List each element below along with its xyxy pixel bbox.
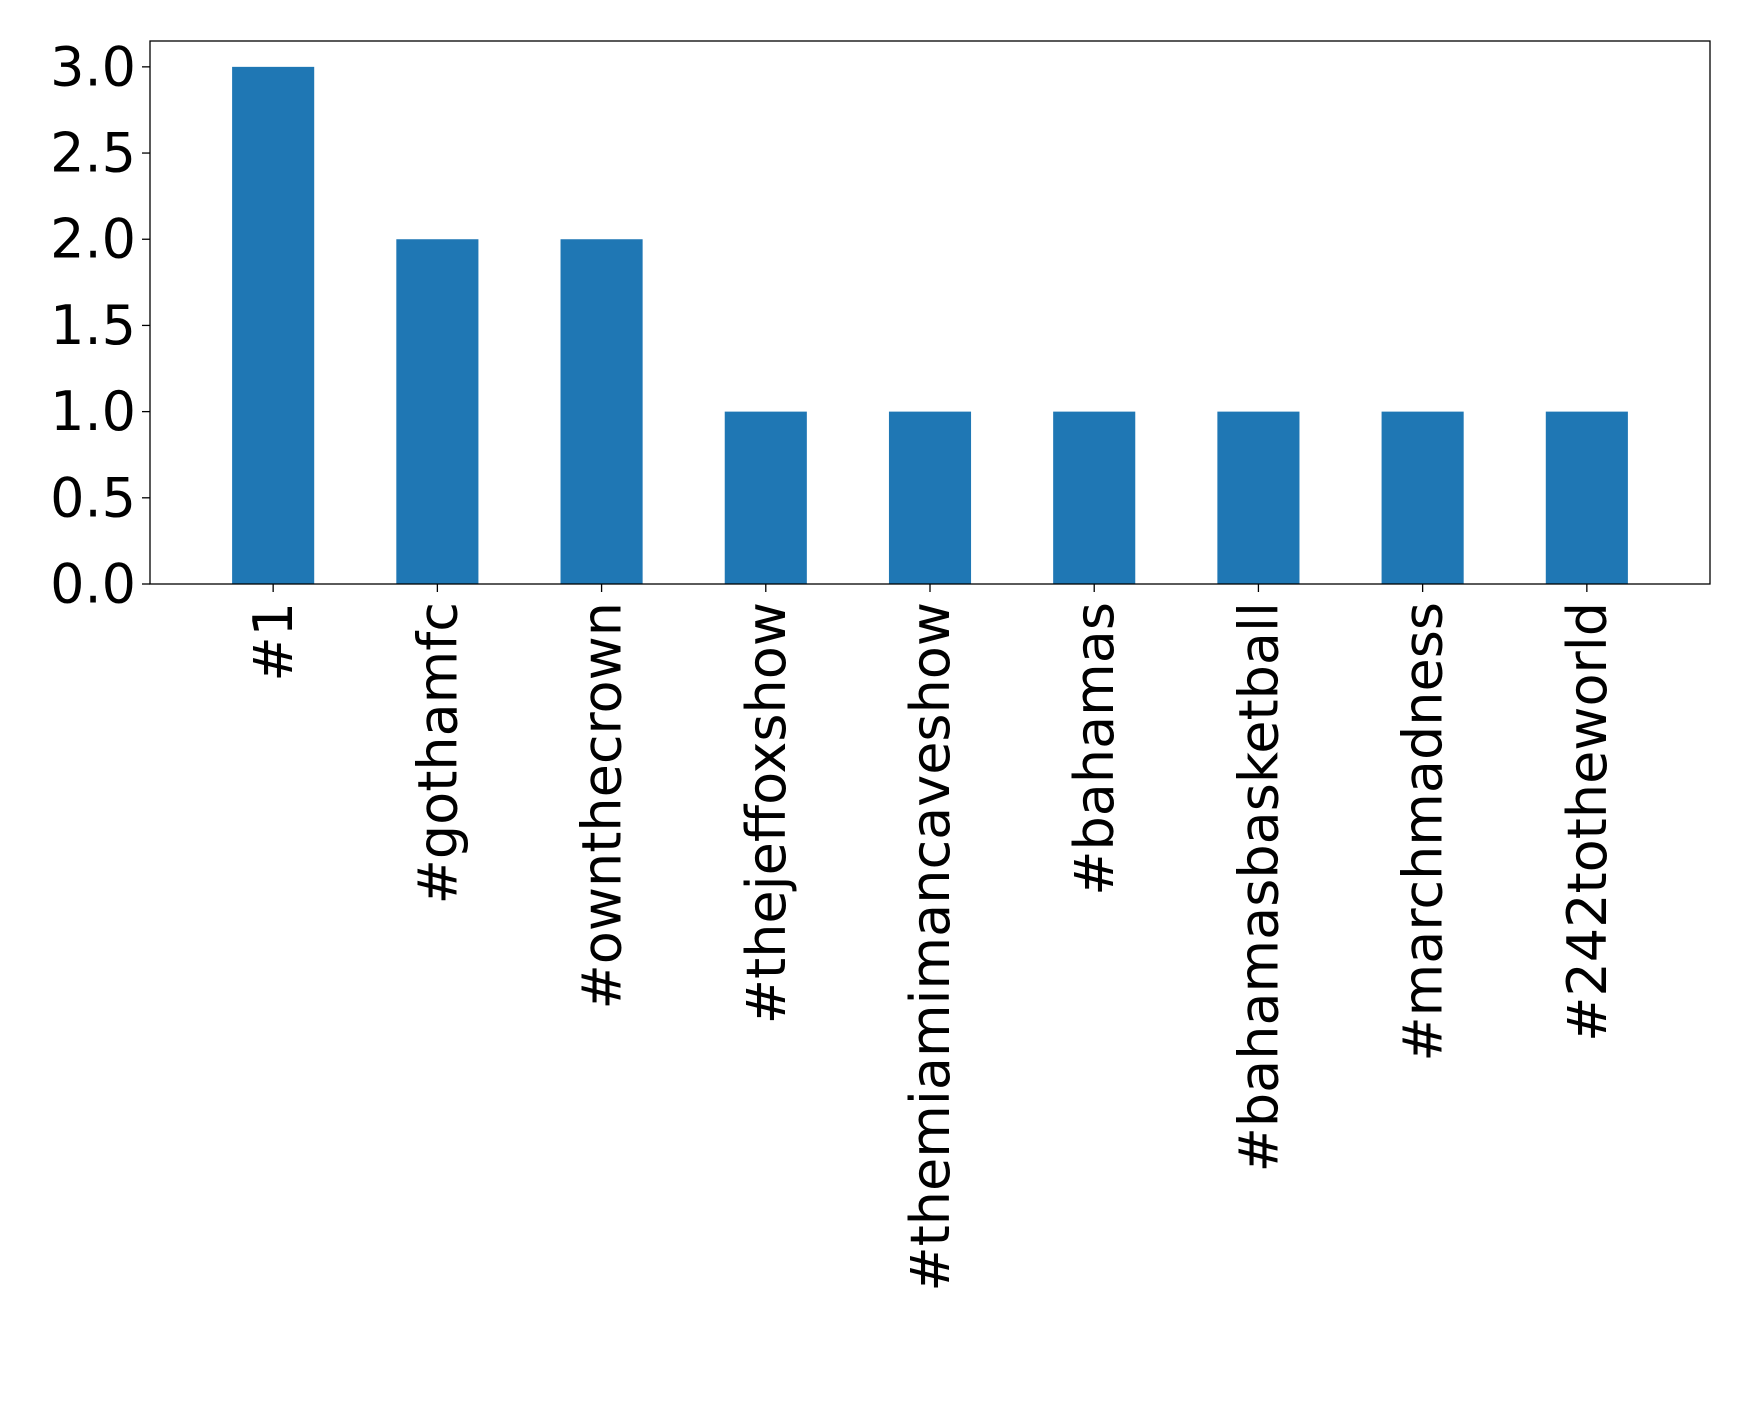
bar-3 [724, 411, 807, 584]
x-tick-label-8: #242totheworld [1556, 602, 1619, 1042]
x-tick-label-7: #marchmadness [1392, 602, 1455, 1062]
y-tick-label-1: 0.5 [50, 466, 136, 529]
bar-7 [1381, 411, 1464, 584]
y-axis-ticks: 0.0 0.5 1.0 1.5 2.0 2.5 3.0 [50, 35, 150, 616]
y-tick-label-4: 2.0 [50, 208, 136, 271]
x-tick-label-2: #ownthecrown [571, 602, 634, 1009]
y-tick-label-2: 1.0 [50, 380, 136, 443]
bar-1 [396, 239, 479, 584]
x-tick-label-5: #bahamas [1063, 602, 1126, 896]
x-tick-label-3: #thejeffoxshow [735, 602, 798, 1024]
bar-8 [1545, 411, 1628, 584]
bar-0 [232, 66, 315, 585]
x-axis-ticks: #1 #gothamfc #ownthecrown #thejeffoxshow #th… [242, 584, 1619, 1292]
y-tick-label-6: 3.0 [50, 35, 136, 98]
plot-area-frame [149, 40, 1711, 585]
x-tick-label-4: #themiamimancaveshow [899, 602, 962, 1292]
y-tick-label-0: 0.0 [50, 553, 136, 616]
bar-5 [1053, 411, 1136, 584]
bar-4 [888, 411, 972, 584]
x-tick-label-1: #gothamfc [406, 602, 469, 904]
bar-2 [560, 239, 643, 584]
x-tick-label-6: #bahamasbasketball [1227, 602, 1290, 1172]
y-tick-label-3: 1.5 [50, 294, 136, 357]
y-tick-label-5: 2.5 [50, 122, 136, 185]
bars [232, 66, 1628, 585]
x-tick-label-0: #1 [242, 602, 305, 682]
bar-6 [1217, 411, 1300, 584]
